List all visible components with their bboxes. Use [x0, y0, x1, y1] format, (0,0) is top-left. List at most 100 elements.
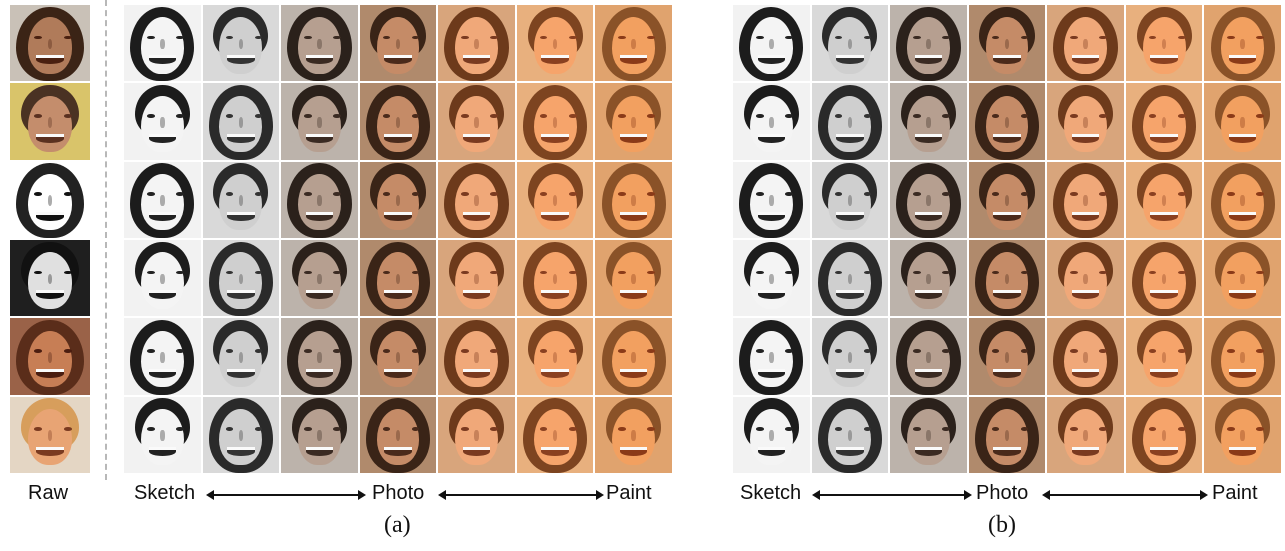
nose — [1161, 116, 1167, 128]
left-eye — [1148, 270, 1157, 275]
right-eye — [942, 348, 950, 353]
left-eye — [1070, 348, 1078, 353]
mouth — [384, 133, 412, 143]
panel-b-thumbnail — [1047, 161, 1124, 238]
panel-b-thumbnail — [890, 396, 967, 473]
nose — [238, 351, 244, 363]
nose — [317, 116, 322, 128]
left-eye — [539, 113, 548, 118]
panel-b-caption: (b) — [988, 512, 1016, 538]
right-eye — [333, 113, 341, 118]
mouth — [914, 368, 943, 378]
mouth — [1071, 447, 1100, 457]
mouth — [35, 368, 65, 378]
right-eye — [1099, 348, 1107, 353]
panel-b-thumbnail — [733, 5, 810, 82]
left-eye — [382, 270, 391, 275]
right-eye — [863, 113, 872, 118]
mouth — [1150, 55, 1178, 65]
face-skin — [612, 17, 656, 74]
right-eye — [568, 348, 577, 353]
left-eye — [1148, 35, 1157, 40]
left-eye — [1227, 35, 1236, 40]
nose — [1083, 38, 1088, 50]
panel-a-thumbnail — [202, 161, 280, 238]
mouth — [1150, 212, 1178, 222]
left-eye — [146, 113, 155, 118]
left-eye — [225, 192, 234, 196]
left-eye — [539, 192, 548, 196]
mouth — [914, 55, 943, 65]
nose — [1083, 351, 1088, 363]
mouth — [462, 447, 491, 457]
nose — [317, 273, 322, 285]
mouth — [35, 447, 65, 457]
mouth — [541, 133, 569, 143]
right-eye — [647, 192, 656, 196]
panel-a-thumbnail — [281, 396, 358, 473]
right-eye — [863, 348, 872, 353]
nose — [47, 273, 53, 285]
right-eye — [942, 270, 950, 275]
nose — [474, 430, 479, 441]
right-eye — [568, 113, 577, 118]
left-eye — [539, 427, 548, 431]
mouth — [757, 447, 786, 457]
panel-a-thumbnail — [281, 5, 358, 82]
panel-a-thumbnail — [281, 318, 358, 395]
face-skin — [1142, 17, 1186, 74]
left-eye — [991, 192, 1000, 196]
right-eye — [863, 192, 872, 196]
right-eye — [333, 348, 341, 353]
nose — [926, 195, 931, 206]
right-eye — [863, 427, 872, 431]
face-skin — [612, 252, 656, 309]
left-eye — [1148, 113, 1157, 118]
left-eye — [146, 35, 155, 40]
mouth — [836, 368, 864, 378]
panel-b-thumbnail — [1125, 5, 1203, 82]
panel-b-thumbnail — [890, 318, 967, 395]
left-eye — [1148, 427, 1157, 431]
left-eye — [146, 270, 155, 275]
mouth — [1071, 212, 1100, 222]
mouth — [462, 212, 491, 222]
right-eye — [333, 35, 341, 40]
nose — [847, 38, 853, 50]
left-eye — [1227, 192, 1236, 196]
panel-a-thumbnail — [124, 240, 201, 317]
face-skin — [1064, 17, 1107, 74]
face-skin — [140, 252, 184, 309]
nose — [159, 195, 165, 206]
nose — [1083, 430, 1088, 441]
panel-a-thumbnail — [595, 5, 672, 82]
right-eye — [490, 427, 498, 431]
nose — [159, 38, 165, 50]
nose — [552, 430, 558, 441]
raw-input-thumbnail — [10, 318, 90, 395]
panel-b-thumbnail — [1204, 161, 1281, 238]
left-eye — [539, 35, 548, 40]
nose — [552, 195, 558, 206]
nose — [238, 273, 244, 285]
right-eye — [411, 192, 420, 196]
nose — [631, 430, 636, 441]
panel-b-thumbnail — [890, 161, 967, 238]
mouth — [1150, 290, 1178, 300]
panel-a-thumbnail — [595, 83, 672, 160]
panel-a-photo-label: Photo — [372, 482, 425, 504]
right-eye — [785, 192, 793, 196]
mouth — [384, 212, 412, 222]
panel-a-sketch-label: Sketch — [134, 482, 196, 504]
mouth — [1228, 212, 1257, 222]
nose — [552, 351, 558, 363]
mouth — [541, 55, 569, 65]
right-eye — [490, 270, 498, 275]
left-eye — [304, 113, 312, 118]
panel-b-thumbnail — [1047, 83, 1124, 160]
right-eye — [568, 35, 577, 40]
nose — [47, 195, 53, 206]
panel-b-thumbnail — [968, 161, 1046, 238]
nose — [474, 273, 479, 285]
nose — [768, 273, 774, 285]
